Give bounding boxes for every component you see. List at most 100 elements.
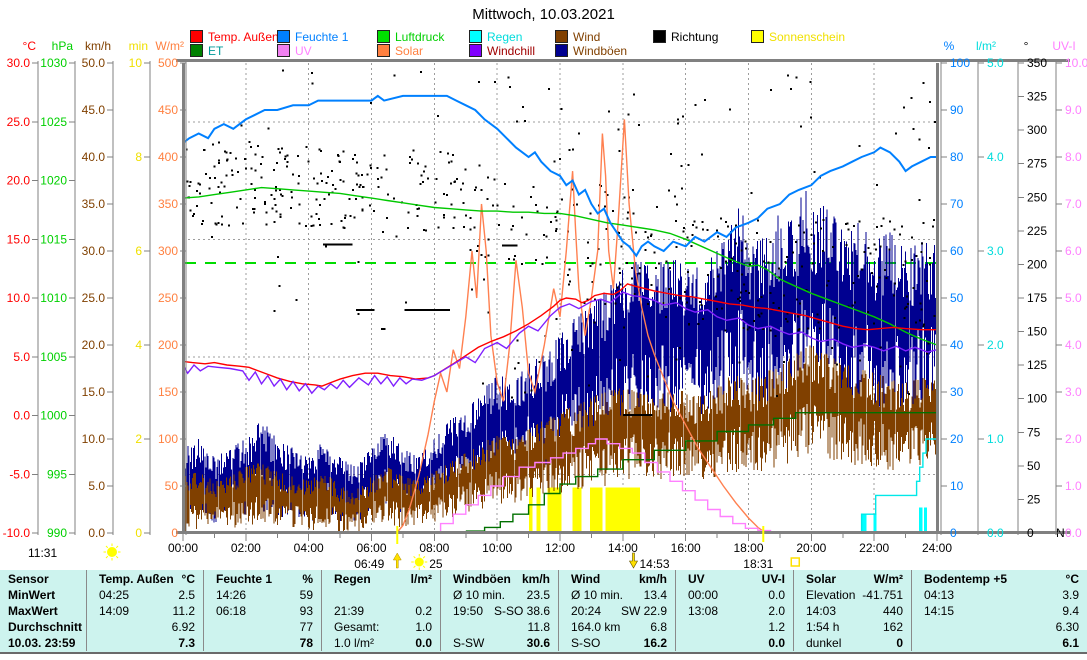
axis-tick-label: 150 <box>1027 325 1047 339</box>
legend-label: Sonnenschein <box>769 30 845 44</box>
axis-%: %1009080706050403020100 <box>941 39 970 540</box>
axis-kmh: km/h50.045.040.035.030.025.020.015.010.0… <box>82 39 113 540</box>
cell-value: 78 <box>300 636 313 650</box>
table-column-header: Regenl/m² <box>321 570 440 587</box>
axis-tick-label: 30.0 <box>7 56 31 70</box>
legend-swatch-icon <box>653 30 666 43</box>
table-cell: 04:133.9 <box>911 587 1087 603</box>
table-cell: 1.0 l/m²0.0 <box>321 635 440 651</box>
axis-tick-label: 5.0 <box>88 479 105 493</box>
x-axis-time-label: 10:00 <box>482 541 512 555</box>
axis-tick-label: 30.0 <box>82 244 106 258</box>
table-cell: 06:1893 <box>203 603 321 619</box>
cell-value: 1.2 <box>768 620 785 634</box>
legend-item-richtung: Richtung <box>653 30 718 43</box>
axis-tick-label: 5.0 <box>987 56 1004 70</box>
table-cell: S-SO16.2 <box>558 635 675 651</box>
cell-value: 2.0 <box>768 604 785 618</box>
axis-UVI: UV-I10.09.08.07.06.05.04.03.02.01.00.0 <box>1052 39 1087 540</box>
table-column-header: Windkm/h <box>558 570 675 587</box>
axis-tick-label: 450 <box>158 103 178 117</box>
axis-tick-label: -5.0 <box>9 467 30 481</box>
legend-item-regen: Regen <box>469 30 522 43</box>
sun-icon <box>411 554 427 570</box>
cell-label: 04:25 <box>99 588 129 602</box>
cell-label: Ø 10 min. <box>453 588 505 602</box>
axis-tick-label: 10.0 <box>82 432 106 446</box>
chart-legend: Temp. AußenFeuchte 1LuftdruckRegenWindRi… <box>0 0 1087 58</box>
table-cell: 1.2 <box>675 619 793 635</box>
axis-tick-label: 225 <box>1027 224 1047 238</box>
legend-swatch-icon <box>555 30 568 43</box>
cell-label: 04:13 <box>924 588 954 602</box>
legend-item-windchill: Windchill <box>469 44 535 57</box>
table-cell: 20:24SW 22.9 <box>558 603 675 619</box>
table-cell: 14:159.4 <box>911 603 1087 619</box>
cell-label: Elevation <box>806 588 855 602</box>
sun-icon <box>104 544 121 561</box>
cell-label: Ø 10 min. <box>571 588 623 602</box>
x-axis-time-label: 06:00 <box>356 541 386 555</box>
axis-tick-label: 350 <box>158 197 178 211</box>
cell-label: 14:03 <box>806 604 836 618</box>
table-cell: 7.3 <box>86 635 203 651</box>
cell-value: 16.2 <box>644 636 667 650</box>
legend-item-solar: Solar <box>377 44 423 57</box>
table-cell: 6.92 <box>86 619 203 635</box>
table-cell: 6.1 <box>911 635 1087 651</box>
axis-tick-label: 80 <box>950 150 964 164</box>
axis-tick-label: 25.0 <box>82 291 106 305</box>
sensor-unit: W/m² <box>874 572 903 586</box>
table-row-label: 10.03. 23:59 <box>0 635 86 651</box>
axis-tick-label: 300 <box>158 244 178 258</box>
table-cell: Gesamt:1.0 <box>321 619 440 635</box>
table-cell: 0.0 <box>675 635 793 651</box>
axis-tick-label: 200 <box>1027 257 1047 271</box>
sensor-unit: km/h <box>639 572 667 586</box>
table-row-label: MaxWert <box>0 603 86 619</box>
table-cell <box>321 587 440 603</box>
cell-label: S-SW <box>453 636 484 650</box>
legend-swatch-icon <box>277 44 290 57</box>
axis-tick-label: 20.0 <box>82 338 106 352</box>
cell-value: 23.5 <box>527 588 550 602</box>
axis-tick-label: 995 <box>47 467 67 481</box>
cell-value: 0.0 <box>768 588 785 602</box>
cell-label: 20:24 <box>571 604 601 618</box>
axis-tick-label: 70 <box>950 197 964 211</box>
table-cell: 19:50S-SO 38.6 <box>440 603 558 619</box>
legend-label: Feuchte 1 <box>295 30 348 44</box>
legend-swatch-icon <box>190 44 203 57</box>
cell-value: 30.6 <box>527 636 550 650</box>
cell-label: dunkel <box>806 636 841 650</box>
axis-tick-label: 1015 <box>40 232 67 246</box>
axis-tick-label: 0.0 <box>1065 526 1082 540</box>
axis-tick-label: 45.0 <box>82 103 106 117</box>
cell-label: 164.0 km <box>571 620 620 634</box>
sensor-name: Regen <box>334 572 371 586</box>
cell-value: 77 <box>300 620 313 634</box>
table-cell: 6.30 <box>911 619 1087 635</box>
axis-tick-label: 75 <box>1027 425 1041 439</box>
sensor-name: Solar <box>806 572 836 586</box>
legend-item-feuchte-1: Feuchte 1 <box>277 30 348 43</box>
x-axis-time-label: 16:00 <box>671 541 701 555</box>
axis-tick-label: 200 <box>158 338 178 352</box>
table-cell: Ø 10 min. 23.5 <box>440 587 558 603</box>
legend-swatch-icon <box>751 30 764 43</box>
axis-tick-label: 5.0 <box>13 350 30 364</box>
axis-tick-label: 1020 <box>40 174 67 188</box>
axis-tick-label: 2.0 <box>1065 432 1082 446</box>
axis-tick-label: 50.0 <box>82 56 106 70</box>
axis-tick-label: 1010 <box>40 291 67 305</box>
sensor-name: Feuchte 1 <box>216 572 272 586</box>
axis-tick-label: 4 <box>135 338 142 352</box>
cell-label: 1.0 l/m² <box>334 636 374 650</box>
sensor-unit: km/h <box>522 572 550 586</box>
sunrise-arrow-icon <box>393 553 401 568</box>
weather-chart: °C30.025.020.015.010.05.00.0-5.0-10.0hPa… <box>0 0 1087 570</box>
axis-tick-label: 25.0 <box>7 115 31 129</box>
cell-value: 6.92 <box>172 620 195 634</box>
series-rain-bars <box>862 508 927 533</box>
x-axis-time-label: 04:00 <box>294 541 324 555</box>
